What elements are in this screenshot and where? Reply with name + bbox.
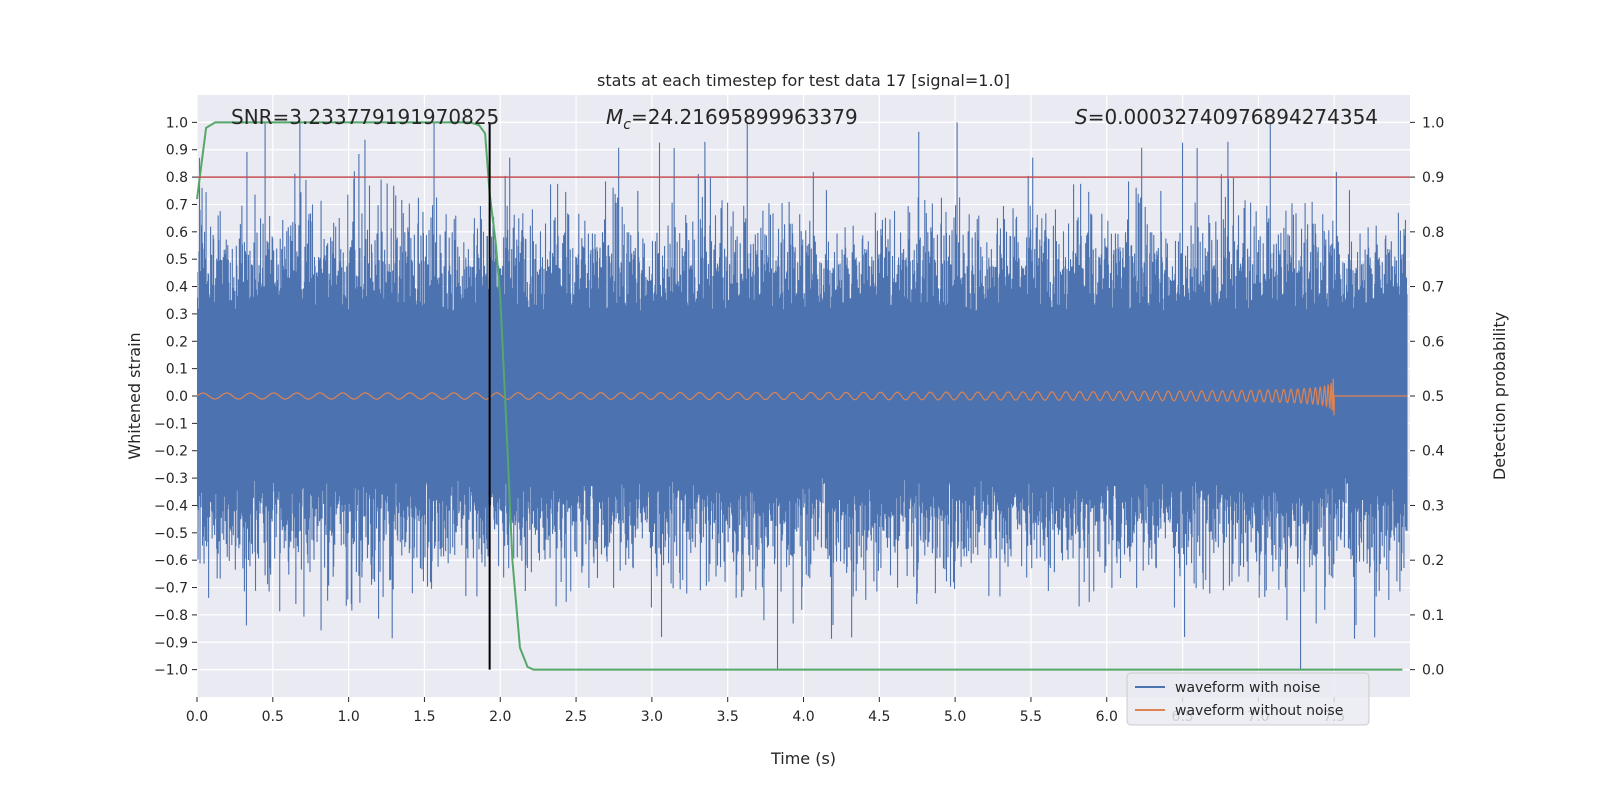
- y-tick-label: −0.7: [154, 581, 188, 597]
- detection-probability-line: [196, 121, 1403, 671]
- x-tick-label: 0.5: [262, 709, 284, 725]
- y-tick-label: 0.6: [166, 225, 188, 241]
- noise-waveform-core: [197, 341, 1407, 451]
- s-annotation: S=0.00032740976894274354: [1075, 105, 1378, 129]
- y-tick-label: −0.4: [154, 498, 188, 514]
- x-tick-label: 1.5: [413, 709, 435, 725]
- y-tick-label: −0.2: [154, 444, 188, 460]
- s-value: =0.00032740976894274354: [1088, 105, 1378, 129]
- y-tick-label: 0.3: [166, 307, 188, 323]
- y-tick-label: −0.5: [154, 526, 188, 542]
- y2-tick-label: 0.2: [1422, 553, 1444, 569]
- chirp-mass-symbol: M: [606, 105, 623, 129]
- y-tick-label: −0.3: [154, 471, 188, 487]
- x-tick-label: 4.0: [792, 709, 814, 725]
- snr-annotation: SNR=3.233779191970825: [231, 105, 499, 129]
- x-tick-label: 3.5: [717, 709, 739, 725]
- y-tick-label: 0.2: [166, 334, 188, 350]
- series-waveform-without-noise: [197, 378, 1407, 416]
- series-detection-probability: [196, 121, 1403, 671]
- y2-tick-label: 1.0: [1422, 115, 1444, 131]
- x-tick-label: 2.0: [489, 709, 511, 725]
- chirp-mass-value: =24.21695899963379: [631, 105, 858, 129]
- legend-entry-waveform-without-noise: waveform without noise: [1175, 703, 1343, 719]
- y2-tick-label: 0.7: [1422, 280, 1444, 296]
- x-axis-label: Time (s): [770, 749, 836, 768]
- y2-tick-label: 0.0: [1422, 663, 1444, 679]
- y-tick-label: −0.9: [154, 635, 188, 651]
- x-tick-label: 2.5: [565, 709, 587, 725]
- y2-tick-label: 0.9: [1422, 170, 1444, 186]
- x-tick-label: 0.0: [186, 709, 208, 725]
- y2-tick-label: 0.1: [1422, 608, 1444, 624]
- legend: waveform with noise waveform without noi…: [1126, 672, 1370, 726]
- y-tick-label: −0.1: [154, 416, 188, 432]
- y-tick-label: 0.5: [166, 252, 188, 268]
- y2-tick-label: 0.5: [1422, 389, 1444, 405]
- y-tick-label: −0.6: [154, 553, 188, 569]
- series-waveform-with-noise: [197, 122, 1408, 670]
- legend-entry-waveform-with-noise: waveform with noise: [1175, 680, 1320, 696]
- y2-axis-label: Detection probability: [1490, 312, 1509, 480]
- y-tick-label: −0.8: [154, 608, 188, 624]
- y-tick-label: 0.9: [166, 143, 188, 159]
- chirp-mass-annotation: Mc=24.21695899963379: [606, 105, 858, 133]
- y-tick-label: 0.0: [166, 389, 188, 405]
- y2-tick-label: 0.4: [1422, 444, 1444, 460]
- x-tick-label: 1.0: [337, 709, 359, 725]
- x-tick-label: 5.5: [1020, 709, 1042, 725]
- y-tick-label: 0.7: [166, 197, 188, 213]
- y-tick-label: 0.8: [166, 170, 188, 186]
- y-axis-label: Whitened strain: [125, 332, 144, 459]
- x-tick-label: 6.0: [1096, 709, 1118, 725]
- y-tick-label: 1.0: [166, 115, 188, 131]
- clean-waveform-line: [197, 378, 1407, 416]
- y2-tick-label: 0.6: [1422, 334, 1444, 350]
- x-tick-label: 3.0: [641, 709, 663, 725]
- x-tick-label: 4.5: [868, 709, 890, 725]
- y-tick-label: 0.4: [166, 280, 188, 296]
- s-symbol: S: [1075, 105, 1088, 129]
- y2-tick-label: 0.3: [1422, 498, 1444, 514]
- y2-tick-label: 0.8: [1422, 225, 1444, 241]
- chart-title: stats at each timestep for test data 17 …: [597, 71, 1010, 90]
- x-tick-label: 5.0: [944, 709, 966, 725]
- y-tick-label: 0.1: [166, 362, 188, 378]
- y-tick-label: −1.0: [154, 663, 188, 679]
- legend-box: [1126, 672, 1370, 726]
- chirp-mass-subscript: c: [623, 117, 631, 133]
